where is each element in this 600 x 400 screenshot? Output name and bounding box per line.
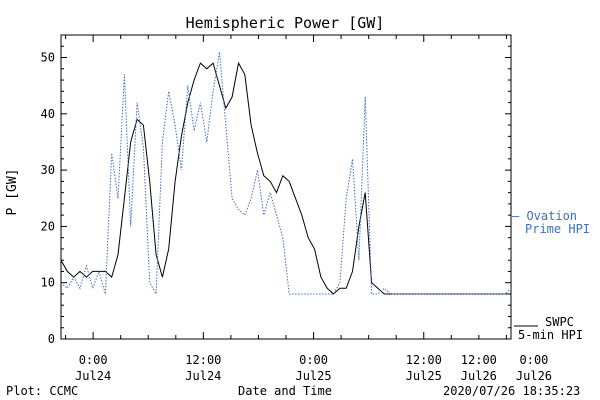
legend-ovation-line1: — Ovation xyxy=(512,209,577,223)
plot-area xyxy=(60,34,512,340)
y-tick-label-5: 50 xyxy=(41,51,55,65)
legend: — Ovation Prime HPI SWPC 5-min HPI xyxy=(512,209,590,342)
footer-right: 2020/07/26 18:35:23 xyxy=(443,384,580,398)
x-tick-label-3: 12:00 xyxy=(406,353,442,367)
x-tick-label-2: 0:00 xyxy=(299,353,328,367)
y-tick-label-2: 20 xyxy=(41,219,55,233)
x-tick-date-1: Jul24 xyxy=(185,369,221,383)
chart-title: Hemispheric Power [GW] xyxy=(186,14,385,32)
footer-left: Plot: CCMC xyxy=(6,384,78,398)
x-tick-date-0: Jul24 xyxy=(75,369,111,383)
y-tick-label-3: 30 xyxy=(41,163,55,177)
series-line-1 xyxy=(60,51,512,296)
y-tick-label-4: 40 xyxy=(41,107,55,121)
legend-ovation-line2: Prime HPI xyxy=(525,222,590,236)
plot-frame xyxy=(60,34,512,340)
x-tick-label-5: 12:00 xyxy=(461,353,497,367)
x-tick-label-1: 12:00 xyxy=(185,353,221,367)
y-axis: 0 10 20 30 40 50 xyxy=(41,45,511,346)
x-tick-date-5: Jul26 xyxy=(461,369,497,383)
y-axis-label: P [GW] xyxy=(5,169,20,216)
legend-swpc-line1: SWPC xyxy=(545,315,574,329)
series-layer xyxy=(60,51,512,296)
x-tick-date-3: Jul25 xyxy=(406,369,442,383)
legend-swpc-line2: 5-min HPI xyxy=(518,328,583,342)
y-tick-label-0: 0 xyxy=(48,332,55,346)
x-tick-label-0: 0:00 xyxy=(79,353,108,367)
y-tick-label-1: 10 xyxy=(41,276,55,290)
x-tick-date-2: Jul25 xyxy=(295,369,331,383)
x-tick-label-4: 0:00 xyxy=(520,353,549,367)
x-axis-label: Date and Time xyxy=(238,384,332,398)
x-axis: 0:00 Jul24 12:00 Jul24 0:00 Jul25 12:00 Jul25 0:… xyxy=(65,35,552,383)
x-tick-date-4: Jul26 xyxy=(516,369,552,383)
series-line-0 xyxy=(60,61,511,295)
